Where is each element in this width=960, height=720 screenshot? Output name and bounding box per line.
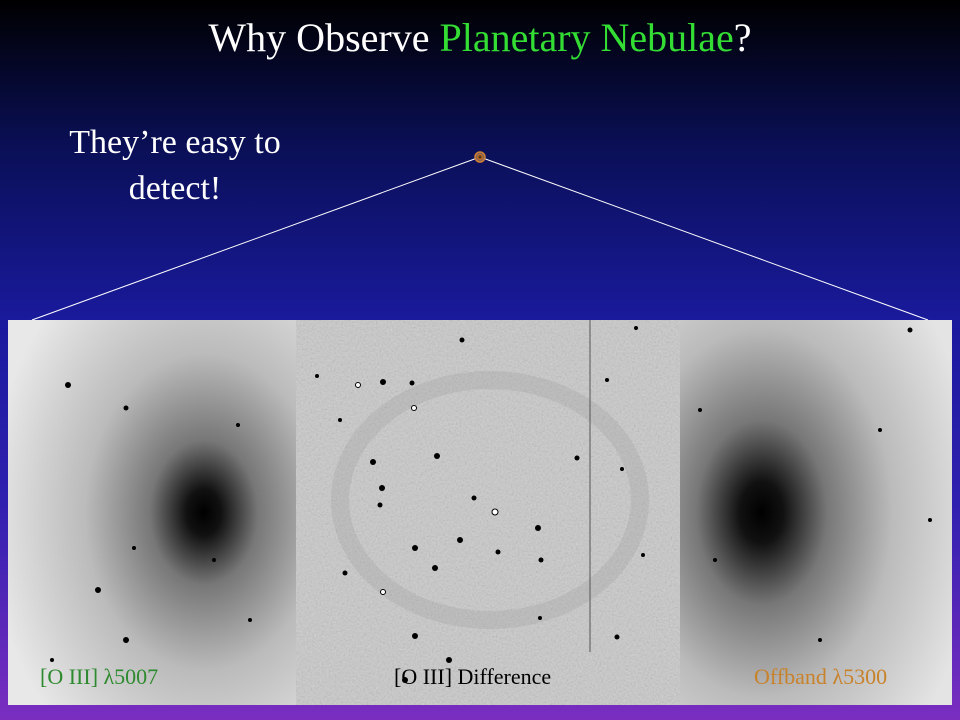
- zoom-line: [31, 156, 481, 321]
- offband-image: [680, 320, 952, 705]
- nebulae: [355, 382, 499, 595]
- oiii-image: [8, 320, 296, 705]
- spiral-arm: [331, 371, 649, 629]
- galaxy-thumbnail: [474, 151, 486, 163]
- title-highlight: Planetary Nebulae: [439, 15, 734, 60]
- panel-label: [O III] Difference: [394, 664, 552, 689]
- title: Why Observe Planetary Nebulae?: [0, 14, 960, 61]
- caption: They’re easy to detect!: [69, 124, 281, 207]
- title-text: ?: [733, 15, 752, 60]
- panel-label: [O III] λ5007: [40, 664, 159, 689]
- stars: [50, 326, 932, 683]
- panel-label: Offband λ5300: [754, 664, 888, 689]
- title-text: Why Observe: [208, 15, 440, 60]
- zoom-line: [479, 156, 929, 321]
